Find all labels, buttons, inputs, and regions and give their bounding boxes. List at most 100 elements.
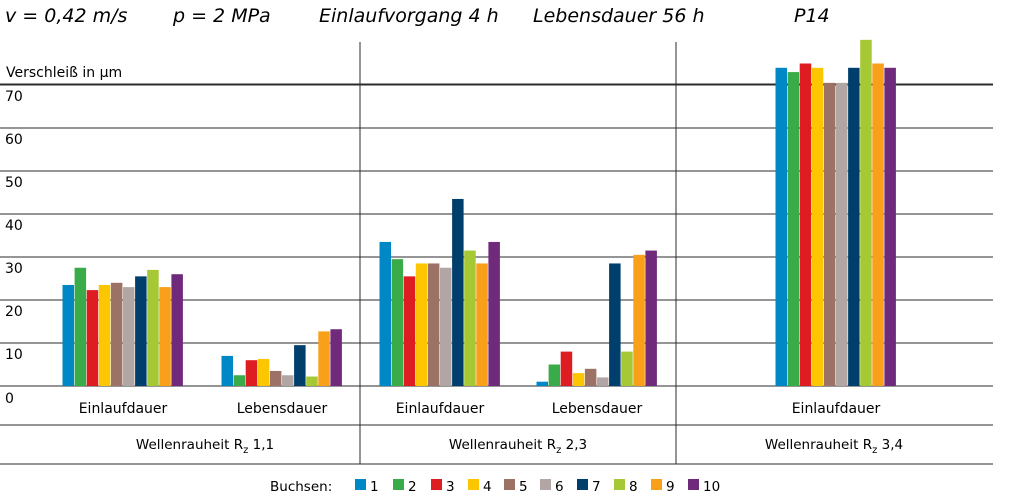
bar [427,263,440,386]
bar [123,287,135,386]
header-part: P14 [794,5,830,27]
group-label-main: Wellenrauheit R [765,437,872,453]
legend-swatch [614,479,625,490]
bar [269,370,282,386]
bar [135,276,147,386]
category-label: Einlaufdauer [396,401,485,417]
y-tick-label: 50 [5,175,23,191]
bar [464,250,476,386]
bar [415,263,428,386]
bar [823,82,836,386]
legend-swatch [540,479,551,490]
bar [257,358,270,386]
bar [860,39,872,386]
bar [560,351,573,386]
category-label: Lebensdauer [237,401,328,417]
bar [62,284,74,386]
legend-label: 2 [408,479,417,495]
legend-label: 6 [555,479,564,495]
y-tick-label: 10 [5,347,23,363]
legend-title: Buchsen: [270,479,332,495]
bar [633,254,645,386]
legend-label: 9 [666,479,675,495]
legend-swatch [504,479,515,490]
bar [294,345,306,386]
bar [775,67,787,387]
group-label-value: 2,3 [561,437,587,453]
legend-swatch [393,479,404,490]
bar [282,375,294,386]
bar [787,72,800,386]
bar [584,368,597,386]
legend-label: 7 [592,479,601,495]
bar [488,241,500,386]
header-part: p = 2 MPa [172,5,271,27]
group-label: Wellenrauheit Rz 1,1 [136,437,274,456]
group-label: Wellenrauheit Rz 2,3 [449,437,587,456]
legend-label: 5 [519,479,528,495]
bar [799,63,812,386]
legend: Buchsen: 1 2 3 4 5 6 7 8 9 10 [270,479,720,495]
header-part: Einlaufvorgang 4 h [319,5,499,27]
legend-swatch [468,479,479,490]
category-labels: Einlaufdauer Lebensdauer Einlaufdauer Leben… [79,401,881,417]
legend-swatch [688,479,699,490]
bar [645,250,657,386]
legend-label: 4 [483,479,492,495]
bar [245,360,258,386]
chart-header: v = 0,42 m/s p = 2 MPa Einlaufvorgang 4 h L… [5,5,830,27]
legend-swatch [355,479,366,490]
bar [621,351,633,386]
group-label-sub: z [556,445,561,456]
group-label: Wellenrauheit Rz 3,4 [765,437,903,456]
header-part: v = 0,42 m/s [5,5,127,27]
bar [221,355,233,386]
bar [609,263,621,386]
y-tick-label: 30 [5,261,23,277]
group-label-main: Wellenrauheit R [136,437,243,453]
group-label-value: 1,1 [248,437,274,453]
bar [330,329,342,386]
bar [379,241,391,386]
bar [811,67,824,387]
group-labels: Wellenrauheit Rz 1,1 Wellenrauheit Rz 2,3… [136,437,903,456]
bar [572,373,585,386]
category-label: Lebensdauer [552,401,643,417]
bar [836,82,848,386]
bar [391,259,404,386]
bar [233,375,246,386]
bar [872,63,884,386]
group-label-value: 3,4 [877,437,903,453]
bar [440,267,452,386]
legend-swatch [651,479,662,490]
legend-label: 10 [703,479,720,495]
group-label-sub: z [243,445,248,456]
bar [318,331,330,386]
bar [848,67,860,387]
category-label: Einlaufdauer [79,401,168,417]
bar [74,267,87,386]
bar [476,263,488,386]
header-part: Lebensdauer 56 h [533,5,705,27]
y-tick-label: 70 [5,89,23,105]
bar [452,198,464,386]
bar [159,287,171,386]
legend-label: 3 [446,479,455,495]
group-label-sub: z [872,445,877,456]
category-label: Einlaufdauer [792,401,881,417]
bar [597,377,609,386]
bar [110,282,123,386]
bar [86,290,99,386]
y-tick-label: 60 [5,132,23,148]
bar [536,381,548,386]
y-tick-label: 0 [5,391,14,407]
y-tick-label: 40 [5,218,23,234]
bar [306,376,318,386]
y-axis-ticks: 0 10 20 30 40 50 60 70 [5,89,23,407]
y-axis-label: Verschleiß in µm [6,65,122,81]
legend-swatch [431,479,442,490]
legend-label: 8 [629,479,638,495]
bar [548,364,561,386]
bars [62,39,896,387]
